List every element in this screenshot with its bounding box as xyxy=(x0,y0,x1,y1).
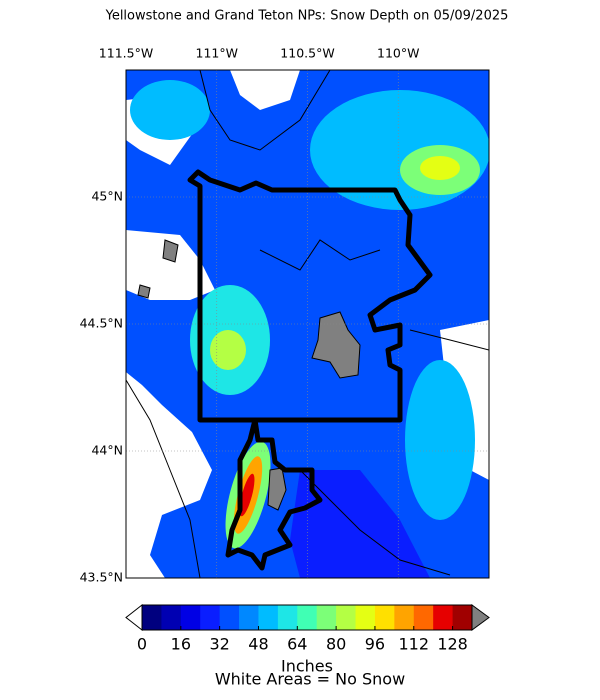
colorbar-segment xyxy=(258,605,279,630)
lon-tick-label: 110°W xyxy=(377,46,419,61)
lake xyxy=(137,284,151,299)
colorbar-segment xyxy=(336,605,357,630)
colorbar-tick-label: 0 xyxy=(137,635,147,654)
colorbar-segment xyxy=(316,605,337,630)
colorbar-tick-label: 64 xyxy=(287,635,307,654)
lat-tick-label: 44.5°N xyxy=(80,316,123,331)
colorbar-segment xyxy=(394,605,415,630)
river xyxy=(409,329,489,351)
snow-field xyxy=(126,70,489,578)
river xyxy=(126,379,201,578)
map-frame xyxy=(125,69,490,579)
rivers xyxy=(126,70,489,578)
colorbar-segment xyxy=(219,605,240,630)
colorbar-segment xyxy=(277,605,298,630)
graticule xyxy=(126,70,489,578)
river xyxy=(299,469,451,576)
no-snow-area xyxy=(230,70,300,110)
colorbar-tick-label: 96 xyxy=(365,635,385,654)
lat-tick-label: 45°N xyxy=(91,189,123,204)
colorbar-tick-label: 32 xyxy=(209,635,229,654)
colorbar-segment xyxy=(355,605,376,630)
colorbar-segment xyxy=(374,605,395,630)
colorbar-segment xyxy=(200,605,221,630)
river xyxy=(259,239,381,271)
colorbar-tick-label: 128 xyxy=(437,635,468,654)
colorbar-segment xyxy=(161,605,182,630)
no-snow-area xyxy=(126,230,215,300)
colorbar-segment xyxy=(180,605,201,630)
colorbar-segment xyxy=(413,605,434,630)
snow-region xyxy=(290,470,430,578)
lon-tick-label: 110.5°W xyxy=(280,46,334,61)
colorbar-under xyxy=(125,603,143,632)
colorbar-label: Inches xyxy=(281,657,333,676)
yellowstone-boundary xyxy=(187,169,433,423)
colorbar-tick-label: 48 xyxy=(248,635,268,654)
colorbar-segment xyxy=(452,605,473,630)
colorbar-segment xyxy=(297,605,318,630)
map-title: Yellowstone and Grand Teton NPs: Snow De… xyxy=(105,9,509,24)
colorbar-tick-label: 16 xyxy=(171,635,191,654)
snow-region xyxy=(239,473,255,517)
lake xyxy=(311,311,361,379)
lat-tick-label: 44°N xyxy=(91,443,123,458)
colorbar-over xyxy=(471,604,490,631)
snow-region xyxy=(405,360,475,520)
lon-tick-label: 111°W xyxy=(196,46,238,61)
lat-tick-label: 43.5°N xyxy=(80,570,123,585)
park-boundaries xyxy=(187,169,433,571)
note: White Areas = No Snow xyxy=(215,670,405,689)
colorbar-tick-label: 112 xyxy=(398,635,429,654)
snow-region xyxy=(130,80,210,140)
colorbar-tick-label: 80 xyxy=(326,635,346,654)
colorbar-frame xyxy=(141,604,473,631)
colorbar-segment xyxy=(239,605,259,630)
snow-region xyxy=(420,156,460,180)
colorbar-segment xyxy=(142,605,162,630)
grand-teton-boundary xyxy=(225,417,323,571)
colorbar: 0 16 32 48 64 80 96 112 128 xyxy=(125,603,490,654)
river xyxy=(199,70,331,151)
colorbar-segment xyxy=(433,605,454,630)
lon-tick-label: 111.5°W xyxy=(99,46,153,61)
lake xyxy=(162,239,179,263)
snow-region xyxy=(210,330,246,370)
